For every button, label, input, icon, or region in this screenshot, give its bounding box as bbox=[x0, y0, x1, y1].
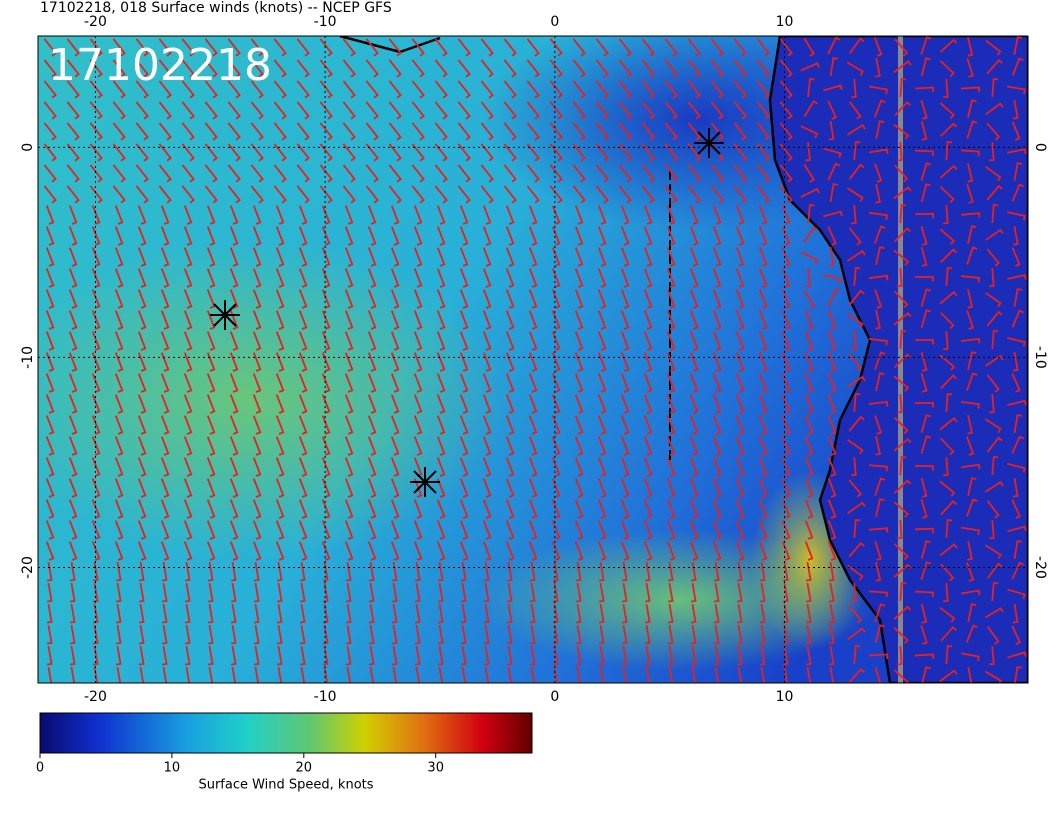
colorbar-ticks: 0 10 20 30 bbox=[36, 753, 444, 776]
lon-tick-label: 0 bbox=[550, 689, 559, 705]
lon-tick-label: -10 bbox=[314, 14, 337, 30]
map-label: 17102218 bbox=[48, 40, 272, 91]
wind-barbs bbox=[43, 36, 1027, 683]
lon-tick-label: 0 bbox=[550, 14, 559, 30]
barbs bbox=[43, 36, 1027, 683]
lat-tick-label: -10 bbox=[20, 346, 36, 369]
title: 17102218, 018 Surface winds (knots) -- N… bbox=[40, 0, 392, 16]
lat-tick-label: 0 bbox=[1032, 143, 1048, 152]
grid bbox=[38, 36, 1028, 683]
lat-tick-label: -10 bbox=[1032, 346, 1048, 369]
markers bbox=[210, 128, 724, 497]
colorbar-title: Surface Wind Speed, knots bbox=[198, 778, 373, 793]
lon-tick-label: 10 bbox=[776, 14, 794, 30]
frame bbox=[37, 35, 1029, 684]
colorbar-tick-label: 0 bbox=[36, 761, 44, 776]
lon-tick-label: 10 bbox=[776, 689, 794, 705]
colorbar bbox=[39, 712, 533, 754]
map: 17102218 bbox=[38, 36, 1028, 683]
lat-tick-label: -20 bbox=[1032, 556, 1048, 579]
axes: -20 -20 -10 -10 0 0 10 10 0 0 -10 -10 -20 -20 bbox=[20, 14, 1048, 705]
lon-tick-label: -20 bbox=[84, 14, 107, 30]
colorbar-tick-label: 30 bbox=[427, 761, 444, 776]
lon-tick-label: -10 bbox=[314, 689, 337, 705]
lat-tick-label: 0 bbox=[20, 143, 36, 152]
lon-tick-label: -20 bbox=[84, 689, 107, 705]
strip bbox=[898, 36, 903, 683]
colorbar-tick-label: 10 bbox=[164, 761, 181, 776]
colorbar-tick-label: 20 bbox=[296, 761, 313, 776]
lat-tick-label: -20 bbox=[20, 556, 36, 579]
